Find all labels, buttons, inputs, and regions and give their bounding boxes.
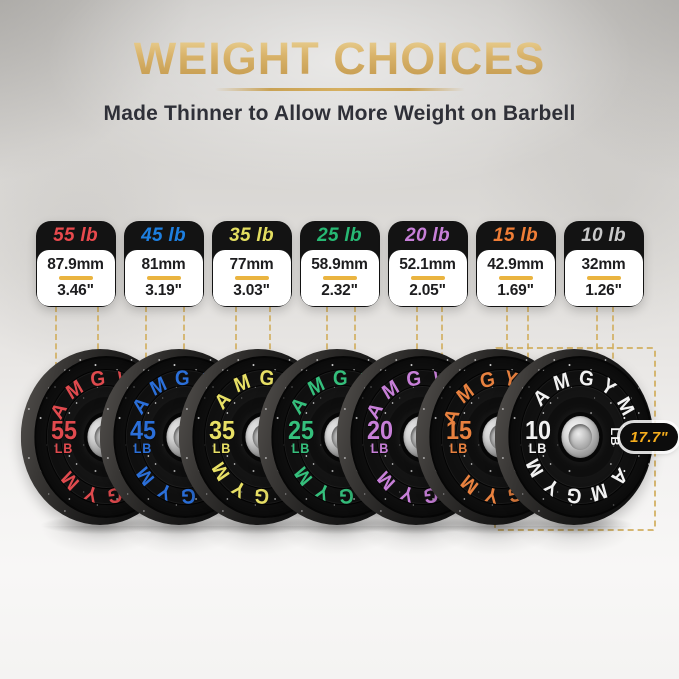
- leader-lines-10lb: [596, 306, 614, 368]
- leader-lines-25lb: [326, 306, 356, 368]
- thickness-card-45lb: 45 lb 81mm 3.19": [123, 221, 204, 307]
- card-header: 45 lb: [124, 221, 204, 250]
- card-body: 52.1mm 2.05": [388, 250, 467, 306]
- page-subtitle: Made Thinner to Allow More Weight on Bar…: [103, 102, 576, 125]
- plate-weight-marking: 20 LB: [358, 415, 401, 457]
- card-weight-label: 15 lb: [493, 224, 538, 246]
- diameter-badge: 17.7": [620, 423, 678, 451]
- card-header: 15 lb: [476, 221, 556, 250]
- plate-reflection: [344, 526, 488, 588]
- weight-number: 15: [445, 415, 473, 446]
- thickness-card-35lb: 35 lb 77mm 3.03": [211, 221, 292, 307]
- weight-number: 10: [524, 415, 552, 446]
- weight-unit: LB: [54, 440, 74, 457]
- weight-number: 25: [287, 415, 315, 446]
- thickness-mm: 52.1mm: [399, 256, 456, 273]
- weight-unit: LB: [608, 427, 623, 447]
- gold-divider: [58, 276, 93, 280]
- thickness-card-15lb: 15 lb 42.9mm 1.69": [475, 221, 556, 307]
- plate-weight-marking: 25 LB: [279, 415, 322, 457]
- plate-weight-marking: 35 LB: [200, 415, 243, 457]
- weight-unit: LB: [133, 440, 153, 457]
- plate-hub-hole: [568, 424, 592, 450]
- weight-number: 45: [129, 415, 157, 446]
- plate-reflection: [502, 526, 646, 588]
- weight-unit: LB: [449, 440, 469, 457]
- gold-divider: [146, 276, 181, 280]
- plate-hub: [561, 416, 600, 458]
- thickness-cards-row: 55 lb 87.9mm 3.46" 45 lb 81mm 3.19" 35 l…: [0, 221, 679, 307]
- plate-reflection: [186, 526, 330, 588]
- card-weight-label: 25 lb: [317, 224, 362, 246]
- leader-lines-55lb: [55, 306, 99, 368]
- card-header: 20 lb: [388, 221, 468, 250]
- leader-lines-35lb: [235, 306, 271, 368]
- card-weight-label: 10 lb: [581, 224, 626, 246]
- thickness-card-55lb: 55 lb 87.9mm 3.46": [35, 221, 116, 307]
- page-title: WEIGHT CHOICES: [133, 33, 546, 84]
- thickness-mm: 87.9mm: [47, 256, 104, 273]
- thickness-card-20lb: 20 lb 52.1mm 2.05": [387, 221, 468, 307]
- plate-weight-marking: 15 LB: [437, 415, 480, 457]
- header: WEIGHT CHOICES Made Thinner to Allow Mor…: [0, 36, 679, 126]
- gold-divider: [322, 276, 357, 280]
- card-body: 81mm 3.19": [124, 250, 203, 306]
- card-body: 42.9mm 1.69": [476, 250, 555, 306]
- card-weight-label: 35 lb: [229, 224, 274, 246]
- gold-divider: [234, 276, 269, 280]
- plate-reflection: [107, 526, 251, 588]
- weight-number: 20: [366, 415, 394, 446]
- thickness-inches: 3.46": [57, 282, 94, 299]
- thickness-inches: 1.26": [585, 282, 622, 299]
- card-body: 32mm 1.26": [564, 250, 643, 306]
- thickness-card-25lb: 25 lb 58.9mm 2.32": [299, 221, 380, 307]
- card-weight-label: 45 lb: [141, 224, 186, 246]
- thickness-card-10lb: 10 lb 32mm 1.26": [563, 221, 644, 307]
- weight-unit: LB: [370, 440, 390, 457]
- thickness-inches: 2.32": [321, 282, 358, 299]
- card-weight-label: 55 lb: [53, 224, 98, 246]
- title-underline: [214, 88, 465, 91]
- leader-lines-15lb: [506, 306, 529, 368]
- weight-number: 35: [208, 415, 236, 446]
- card-weight-label: 20 lb: [405, 224, 450, 246]
- card-header: 55 lb: [36, 221, 116, 250]
- thickness-inches: 3.03": [233, 282, 270, 299]
- thickness-mm: 77mm: [229, 256, 274, 273]
- plate-weight-marking: 55 LB: [42, 415, 85, 457]
- thickness-inches: 2.05": [409, 282, 446, 299]
- thickness-mm: 32mm: [581, 256, 626, 273]
- gold-divider: [410, 276, 445, 280]
- plate-weight-marking: 45 LB: [121, 415, 164, 457]
- thickness-mm: 42.9mm: [487, 256, 544, 273]
- plate-reflection: [28, 526, 173, 588]
- thickness-mm: 81mm: [141, 256, 186, 273]
- leader-lines-45lb: [145, 306, 185, 368]
- plate-shadow: [489, 512, 659, 538]
- card-header: 35 lb: [212, 221, 292, 250]
- card-body: 77mm 3.03": [212, 250, 291, 306]
- weight-unit: LB: [212, 440, 232, 457]
- card-body: 87.9mm 3.46": [36, 250, 115, 306]
- thickness-inches: 3.19": [145, 282, 182, 299]
- weight-number: 55: [50, 415, 78, 446]
- plate-reflection: [423, 526, 567, 588]
- plate-reflection: [265, 526, 409, 588]
- card-body: 58.9mm 2.32": [300, 250, 379, 306]
- weight-unit: LB: [528, 440, 548, 457]
- thickness-mm: 58.9mm: [311, 256, 368, 273]
- leader-lines-20lb: [416, 306, 443, 368]
- gold-divider: [586, 276, 621, 280]
- plate-weight-marking: 10 LB: [516, 415, 559, 457]
- weight-unit: LB: [291, 440, 311, 457]
- card-header: 10 lb: [564, 221, 644, 250]
- gold-divider: [498, 276, 533, 280]
- plate-10lb: AMGYM AMGYM 10 LB 10 LB: [489, 349, 659, 588]
- card-header: 25 lb: [300, 221, 380, 250]
- thickness-inches: 1.69": [497, 282, 534, 299]
